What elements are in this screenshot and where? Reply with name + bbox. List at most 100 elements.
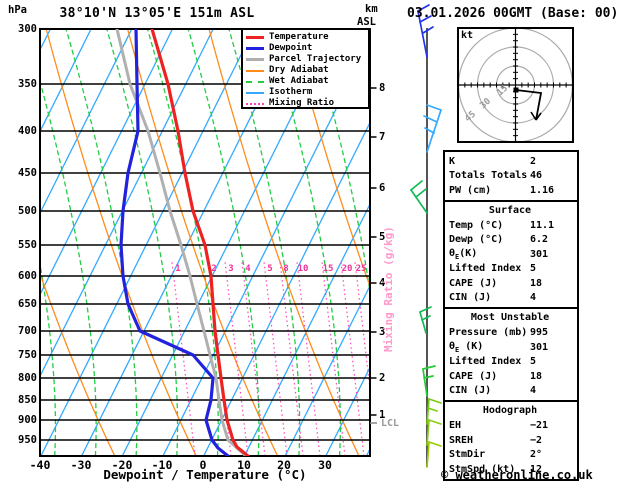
table-section: Surface Temp (°C) 11.1 Dewp (°C) 6.2 θE(K) 301… <box>443 199 579 309</box>
wind-barb <box>419 306 432 313</box>
mixing-ratio-value-label: 5 <box>267 264 273 274</box>
wind-barb <box>424 127 435 134</box>
km-tick-label: 2 <box>379 372 386 384</box>
temperature-tick-label: 10 <box>237 458 251 472</box>
wind-barb <box>419 311 427 334</box>
table-row-value: −2 <box>530 434 543 446</box>
isotherm-line <box>40 29 133 215</box>
mixing-ratio-value-label: 3 <box>228 264 234 274</box>
pressure-tick-label: 900 <box>18 413 37 426</box>
legend-item: Dewpoint <box>246 43 368 54</box>
table-row-value: 18 <box>530 370 543 382</box>
mixing-ratio-value-label: 25 <box>355 264 367 274</box>
table-row: θE (K) 301 <box>449 340 577 355</box>
legend-label: Dry Adiabat <box>269 65 329 75</box>
table-row-value: 301 <box>530 248 549 260</box>
legend-label: Isotherm <box>269 87 313 97</box>
hodograph-ring-label: 15 <box>495 84 510 99</box>
wet-adiabat-line <box>40 260 57 456</box>
legend-item: Temperature <box>246 32 368 43</box>
wind-barb <box>417 10 428 58</box>
wet-adiabat-line <box>595 29 629 456</box>
table-section: Hodograph EH −21 SREH −2 StmDir 2° StmSpd (kt) 1… <box>443 400 579 481</box>
table-row-label: CIN (J) <box>449 385 492 397</box>
table-row-label: CAPE (J) <box>449 277 498 289</box>
wet-adiabat-line <box>146 29 219 456</box>
pressure-tick-label: 350 <box>18 77 37 90</box>
run-datetime: 03.01.2026 00GMT (Base: 00) <box>407 6 619 21</box>
mixing-ratio-line <box>296 261 321 456</box>
pressure-tick-label: 500 <box>18 204 37 217</box>
indices-table: K 2 Totals Totals 46 PW (cm) 1.16 Surface Temp … <box>443 150 579 481</box>
temperature-tick-label: 20 <box>277 458 291 472</box>
table-row-value: 2° <box>530 449 543 461</box>
table-row: CAPE (J) 18 <box>449 276 577 291</box>
table-row-label: K <box>449 155 456 167</box>
legend-item: Wet Adiabat <box>246 76 368 87</box>
wind-barb <box>428 398 442 404</box>
km-tick-label: 1 <box>379 409 386 421</box>
table-row-value: 12 <box>530 463 543 475</box>
dry-adiabat-line <box>40 271 116 456</box>
table-row: PW (cm) 1.16 <box>449 183 577 198</box>
wet-adiabat-line <box>65 29 138 456</box>
table-row-label: EH <box>449 420 462 432</box>
table-row: Pressure (mb) 995 <box>449 326 577 341</box>
legend-swatch-solid <box>246 69 264 72</box>
hodograph-unit-label: kt <box>461 30 474 41</box>
mixing-ratio-value-label: 15 <box>322 264 334 274</box>
table-section-title: Surface <box>488 204 532 216</box>
temperature-tick-label: 30 <box>318 458 332 472</box>
mixing-ratio-value-label: 1 <box>175 264 181 274</box>
table-row-label: CIN (J) <box>449 292 492 304</box>
km-tick-label: 6 <box>379 182 386 194</box>
legend-swatch-dotted <box>246 102 264 105</box>
wind-barb <box>426 109 442 153</box>
table-row-value: 46 <box>530 170 543 182</box>
table-section-title: Most Unstable <box>470 312 550 323</box>
wind-barb <box>426 419 430 446</box>
pressure-tick-label: 400 <box>18 124 37 137</box>
wind-barb <box>428 419 442 425</box>
wind-barb <box>417 4 430 12</box>
wind-barb <box>426 398 430 425</box>
table-row: CAPE (J) 18 <box>449 369 577 384</box>
table-row-label: θE (K) <box>449 340 484 354</box>
table-row-label: Dewp (°C) <box>449 234 504 246</box>
legend-label: Parcel Trajectory <box>269 54 362 64</box>
table-row: CIN (J) 4 <box>449 291 577 306</box>
mixing-ratio-line <box>263 261 288 456</box>
isotherm-line <box>284 284 370 456</box>
mixing-ratio-line <box>321 261 346 456</box>
wind-barb <box>422 26 434 34</box>
wind-barb <box>422 365 436 370</box>
dewpoint-curve <box>119 29 230 456</box>
dry-adiabat-line <box>616 29 629 456</box>
isotherm-line <box>40 29 92 133</box>
legend-label: Temperature <box>269 32 329 42</box>
table-row-value: 5 <box>530 356 537 368</box>
table-row-label: θE(K) <box>449 247 478 261</box>
wind-barb <box>426 441 430 468</box>
pressure-tick-label: 600 <box>18 269 37 282</box>
pressure-tick-label: 750 <box>18 348 37 361</box>
mixing-ratio-line <box>340 261 365 456</box>
isotherm-line <box>243 202 370 456</box>
wind-barb <box>422 368 428 397</box>
mixing-ratio-line <box>354 261 370 394</box>
table-row-value: 301 <box>530 341 549 353</box>
table-row: θE(K) 301 <box>449 247 577 262</box>
table-row: Dewp (°C) 6.2 <box>449 233 577 248</box>
table-row-value: 11.1 <box>530 219 555 231</box>
wet-adiabat-line <box>106 29 179 456</box>
wet-adiabat-line <box>40 79 97 456</box>
km-tick-label: 7 <box>379 131 386 143</box>
table-row: Lifted Index 5 <box>449 355 577 370</box>
mixing-ratio-line <box>224 261 249 456</box>
temperature-tick-label: -40 <box>29 458 51 472</box>
copyright: © weatheronline.co.uk <box>441 468 593 482</box>
km-tick-label: 3 <box>379 326 386 338</box>
